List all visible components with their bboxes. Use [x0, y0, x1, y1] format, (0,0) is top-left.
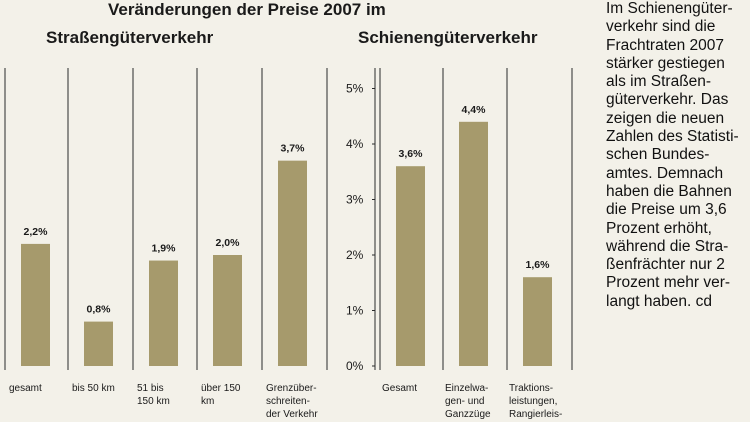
y-tick-label: 5%: [346, 82, 364, 96]
value-label: 3,6%: [399, 148, 424, 160]
category-label: bis 50 km: [72, 383, 115, 394]
category-label: über 150: [201, 383, 241, 394]
category-label: Traktions-: [509, 383, 553, 394]
y-tick-label: 1%: [346, 304, 364, 318]
value-label: 4,4%: [462, 104, 487, 116]
category-label: gesamt: [9, 383, 42, 394]
value-label: 3,7%: [281, 143, 306, 155]
article-line: während die Stra-: [606, 237, 729, 255]
category-label: Einzelwa-: [445, 383, 488, 394]
category-label: gen- und: [445, 396, 484, 407]
category-label: Gesamt: [382, 383, 417, 394]
article-line: schen Bundes-: [606, 146, 710, 164]
bar: [278, 160, 307, 366]
article-line: langt haben. cd: [606, 292, 713, 310]
article-line: Frachtraten 2007: [606, 36, 725, 54]
y-tick-label: 4%: [346, 137, 364, 151]
y-tick-label: 3%: [346, 193, 364, 207]
category-label: der Verkehr: [266, 409, 318, 420]
category-label: Grenzüber-: [266, 383, 317, 394]
article-text: Im Schienengüter-verkehr sind die Frachtr…: [606, 0, 750, 311]
article-line: Zahlen des Statisti-: [606, 128, 739, 146]
category-label: leistungen,: [509, 396, 557, 407]
value-label: 2,0%: [216, 237, 241, 249]
panel-title-rail: Schienengüterverkehr: [358, 28, 538, 47]
value-label: 1,6%: [526, 259, 551, 271]
article-line: amtes. Demnach: [606, 164, 724, 182]
article-line: Im Schienengüter-: [606, 0, 733, 17]
bar: [149, 260, 178, 366]
bar: [84, 321, 113, 366]
category-label: schreiten-: [266, 396, 310, 407]
value-label: 2,2%: [24, 226, 49, 238]
bar: [213, 255, 242, 366]
article-line: haben die Bahnen: [606, 182, 732, 200]
category-label: 150 km: [137, 396, 170, 407]
bar: [21, 243, 50, 366]
category-label: km: [201, 396, 214, 407]
category-label: Ganzzüge: [445, 409, 491, 420]
y-tick-label: 0%: [346, 359, 364, 373]
article-line: verkehr sind die: [606, 18, 716, 36]
chart-title: Veränderungen der Preise 2007 im: [108, 0, 386, 19]
bar: [459, 121, 488, 366]
bar-charts: 2,2% gesamt 0,8% bis 50 km 1,9% 51 bis 150 km 2…: [4, 68, 573, 420]
value-label: 0,8%: [87, 304, 112, 316]
article-line: ßenfrächter nur 2: [606, 256, 725, 274]
article-line: güterverkehr. Das: [606, 91, 729, 109]
value-label: 1,9%: [152, 243, 177, 255]
panel-title-road: Straßengüterverkehr: [46, 28, 214, 47]
article-line: Prozent erhöht,: [606, 219, 712, 237]
bar: [396, 166, 425, 366]
bar: [523, 277, 552, 366]
article-line: stärker gestiegen: [606, 54, 725, 72]
article-line: zeigen die neuen: [606, 109, 725, 127]
article-line: Prozent mehr ver-: [606, 274, 731, 292]
category-label: Rangierleis-: [509, 409, 562, 420]
article-line: die Preise um 3,6: [606, 201, 727, 219]
category-label: 51 bis: [137, 383, 164, 394]
article-line: als im Straßen-: [606, 73, 712, 91]
y-tick-label: 2%: [346, 248, 364, 262]
